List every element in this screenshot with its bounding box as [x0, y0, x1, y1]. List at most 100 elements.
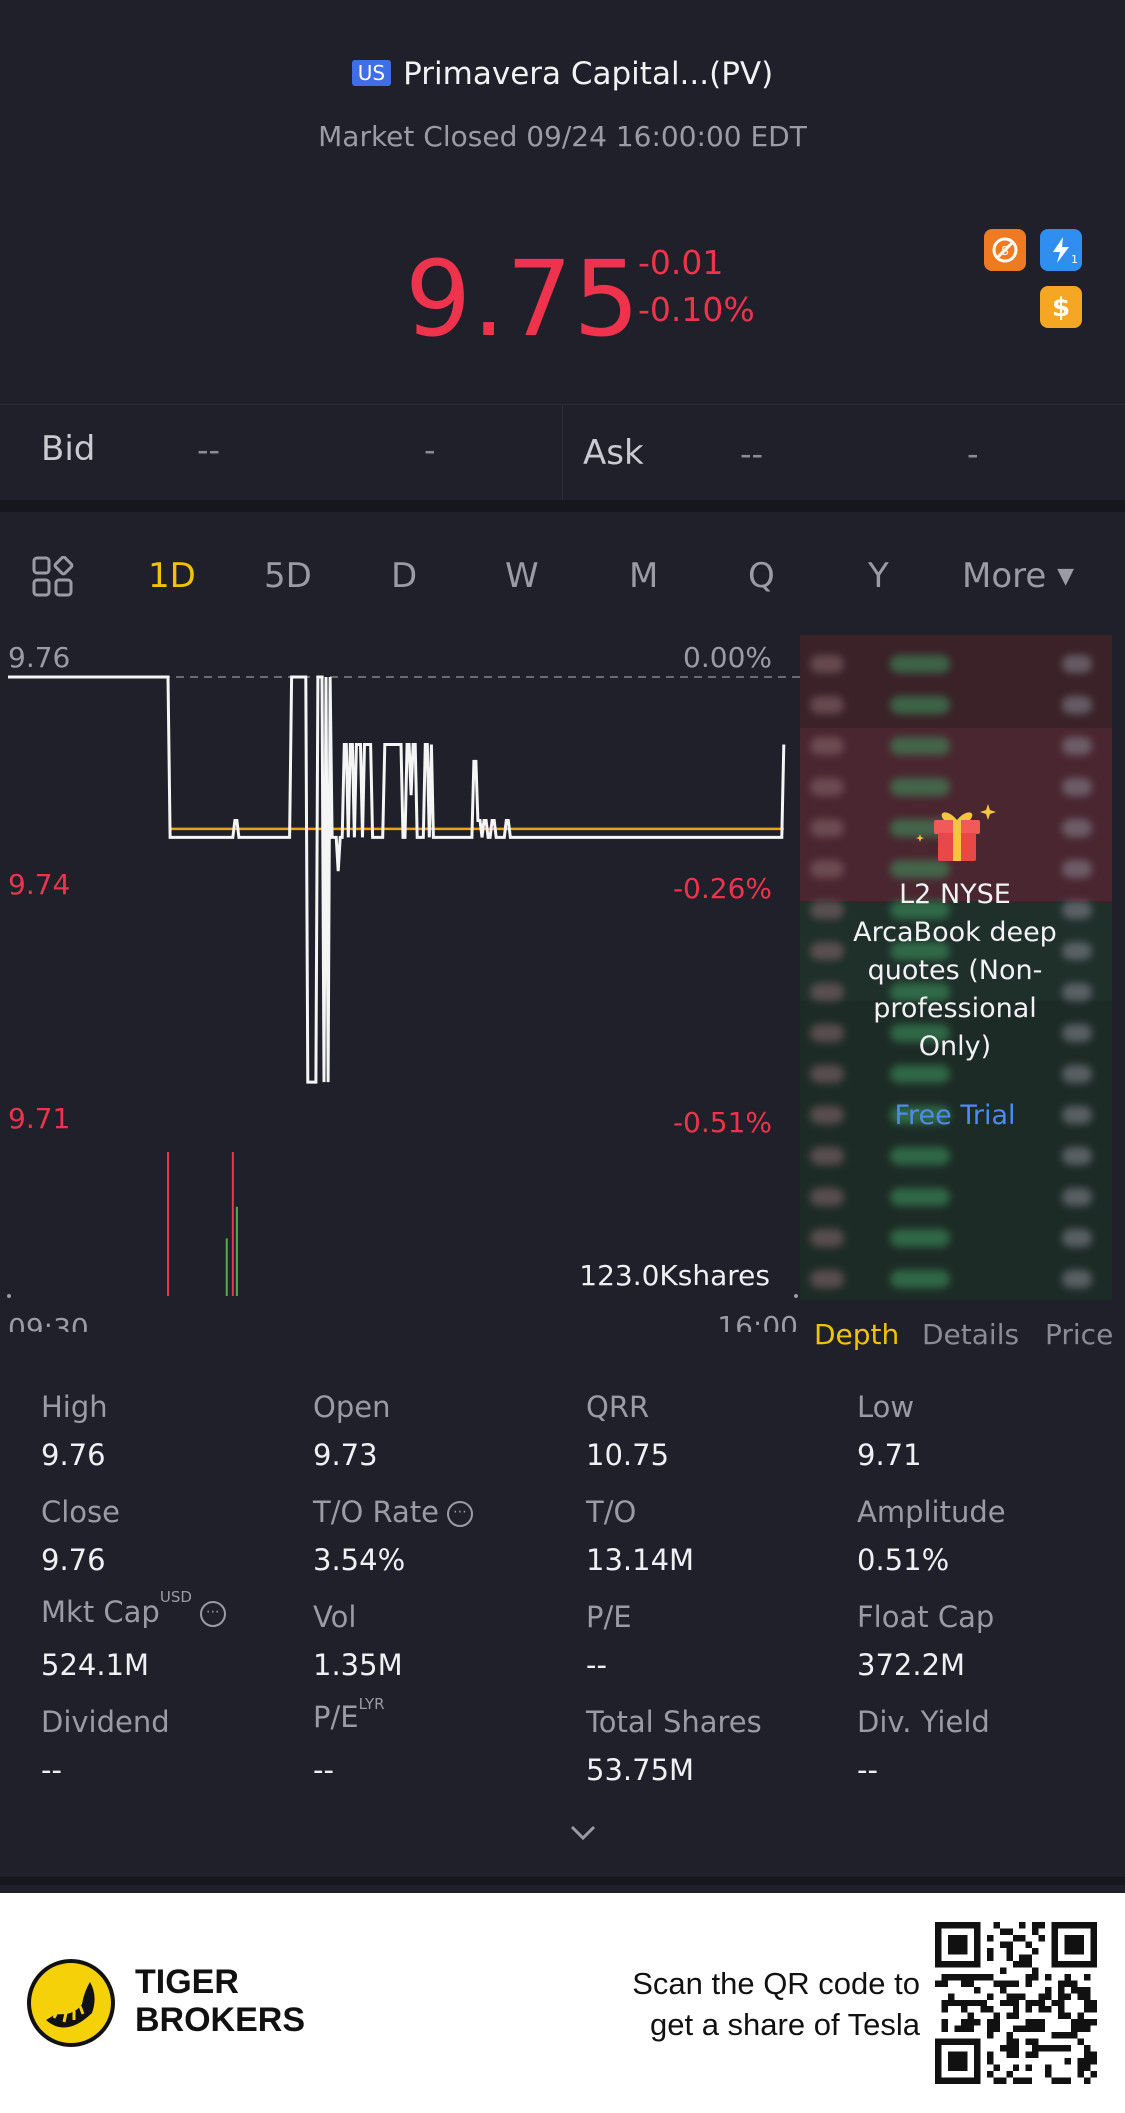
qr-caption-line: get a share of Tesla — [650, 2007, 920, 2042]
depth-cell — [1062, 1188, 1092, 1206]
free-trial-link[interactable]: Free Trial — [894, 1100, 1016, 1131]
depth-cell — [1062, 778, 1092, 796]
x-tick-start: 09:30 — [8, 1312, 89, 1332]
tab-price[interactable]: Price — [1045, 1318, 1114, 1351]
depth-cell — [890, 1229, 950, 1247]
tab-details[interactable]: Details — [922, 1318, 1020, 1351]
depth-row — [800, 932, 1112, 970]
axis-dot-right — [794, 1294, 798, 1298]
depth-cell — [810, 1188, 844, 1206]
tab-5d[interactable]: 5D — [264, 556, 312, 596]
depth-cell — [1062, 1147, 1092, 1165]
depth-cell — [890, 860, 950, 878]
depth-row — [800, 1178, 1112, 1216]
depth-cell — [1062, 1270, 1092, 1288]
last-price: 9.75 — [405, 238, 641, 360]
depth-row — [800, 1219, 1112, 1257]
depth-cell — [1062, 983, 1092, 1001]
ask-size: - — [967, 435, 979, 473]
volume-bars — [167, 1152, 238, 1296]
lightning-l1-icon[interactable]: 1 — [1040, 229, 1082, 271]
layout-grid-icon[interactable] — [32, 555, 74, 602]
market-status: Market Closed 09/24 16:00:00 EDT — [318, 120, 807, 153]
tab-w[interactable]: W — [505, 556, 539, 596]
depth-cell — [890, 1024, 950, 1042]
depth-cell — [890, 1270, 950, 1288]
stat-value-vol: 1.35M — [313, 1648, 403, 1682]
stat-label-vol: Vol — [313, 1600, 357, 1634]
stat-label-pe-lyr-wrap: P/ELYR — [313, 1695, 385, 1734]
stat-label-close: Close — [41, 1495, 120, 1529]
section-divider — [0, 1877, 1125, 1885]
qr-code[interactable] — [935, 1922, 1097, 2088]
y-tick-right-mid: -0.26% — [673, 872, 772, 905]
stat-label-to-rate-wrap[interactable]: T/O Rate ⋯ — [313, 1495, 474, 1529]
stat-label-pe: P/E — [586, 1600, 632, 1634]
tab-q[interactable]: Q — [748, 556, 775, 596]
depth-row — [800, 891, 1112, 929]
depth-cell — [890, 737, 950, 755]
y-tick-right-top: 0.00% — [683, 641, 772, 674]
depth-row — [800, 1014, 1112, 1052]
stat-value-float-cap: 372.2M — [857, 1648, 966, 1682]
tab-1d[interactable]: 1D — [148, 556, 196, 596]
stat-label-low: Low — [857, 1390, 915, 1424]
tab-d[interactable]: D — [391, 556, 418, 596]
depth-row — [800, 727, 1112, 765]
tab-depth[interactable]: Depth — [814, 1318, 900, 1351]
depth-cell — [1062, 1229, 1092, 1247]
tab-y[interactable]: Y — [868, 556, 889, 596]
stat-label-pe-lyr: P/E — [313, 1700, 359, 1734]
more-info-icon[interactable]: ⋯ — [199, 1601, 226, 1627]
depth-panel[interactable] — [800, 635, 1112, 1300]
depth-cell — [810, 983, 844, 1001]
depth-row — [800, 1260, 1112, 1298]
lyr-sup: LYR — [358, 1695, 385, 1713]
stat-label-to: T/O — [586, 1495, 637, 1529]
tab-more[interactable]: More ▼ — [962, 556, 1074, 596]
stat-value-mkt-cap: 524.1M — [41, 1648, 150, 1682]
stock-title: US Primavera Capital...(PV) — [0, 56, 1125, 92]
ask-price: -- — [740, 435, 764, 473]
stat-value-pe: -- — [586, 1648, 607, 1682]
svg-text:$: $ — [1052, 293, 1070, 322]
y-tick-left-top: 9.76 — [8, 641, 70, 674]
depth-cell — [1062, 655, 1092, 673]
l2-promo-text: L2 NYSE ArcaBook deep quotes (Non- profe… — [800, 876, 1110, 1066]
stat-value-div-yield: -- — [857, 1753, 878, 1787]
promo-line: Only) — [918, 1031, 992, 1062]
y-tick-right-bottom: -0.51% — [673, 1106, 772, 1139]
stat-label-mkt-cap-wrap[interactable]: Mkt CapUSD ⋯ — [41, 1588, 226, 1629]
stat-label-float-cap: Float Cap — [857, 1600, 995, 1634]
y-tick-left-bottom: 9.71 — [8, 1102, 70, 1135]
brand-name: TIGER BROKERS — [135, 1963, 305, 2039]
stat-label-total-shares: Total Shares — [586, 1705, 762, 1739]
depth-cell — [1062, 696, 1092, 714]
currency-sup: USD — [159, 1588, 192, 1606]
tab-more-label: More — [962, 556, 1047, 596]
depth-cell — [810, 778, 844, 796]
depth-row — [800, 850, 1112, 888]
chevron-down-icon: ▼ — [1057, 564, 1075, 589]
more-info-icon[interactable]: ⋯ — [447, 1501, 474, 1527]
stat-value-pe-lyr: -- — [313, 1753, 334, 1787]
stats-grid: High 9.76 Open 9.73 QRR 10.75 Low 9.71 C… — [0, 1390, 1125, 1810]
depth-cell — [1062, 1106, 1092, 1124]
price-line — [8, 675, 786, 1084]
depth-cell — [810, 1106, 844, 1124]
depth-cell — [890, 1188, 950, 1206]
depth-cell — [810, 1229, 844, 1247]
stat-value-to: 13.14M — [586, 1543, 695, 1577]
stat-label-high: High — [41, 1390, 108, 1424]
no-short-icon[interactable]: S — [984, 229, 1026, 271]
depth-row — [800, 768, 1112, 806]
depth-row — [800, 686, 1112, 724]
expand-chevron-icon[interactable] — [568, 1823, 598, 1847]
stat-value-low: 9.71 — [857, 1438, 922, 1472]
intraday-chart[interactable]: 9.76 9.74 9.71 0.00% -0.26% -0.51% 123.0… — [0, 632, 800, 1332]
depth-cell — [890, 1147, 950, 1165]
stat-value-dividend: -- — [41, 1753, 62, 1787]
dollar-icon[interactable]: $ — [1040, 286, 1082, 328]
tab-m[interactable]: M — [629, 556, 659, 596]
axis-dot-left — [7, 1294, 11, 1298]
